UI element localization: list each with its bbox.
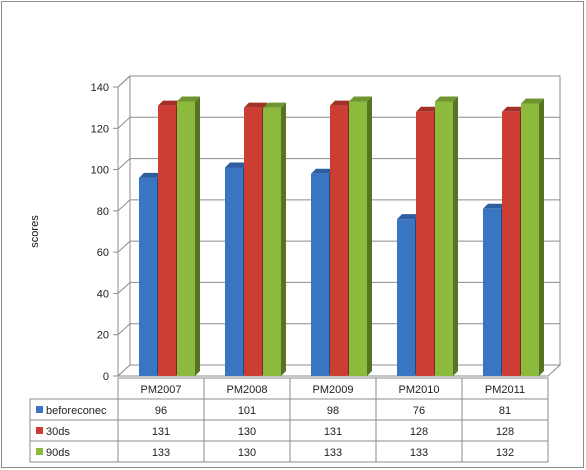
bar-front <box>225 167 243 376</box>
data-label: 98 <box>327 405 339 417</box>
y-tick-label: 140 <box>91 82 109 94</box>
bar <box>177 96 200 376</box>
data-label: 132 <box>496 447 514 459</box>
bar-top <box>483 203 506 209</box>
bar-top <box>311 168 334 174</box>
bar-side <box>367 96 372 376</box>
data-label: 130 <box>238 447 256 459</box>
legend-label: 30ds <box>46 426 70 438</box>
bar-front <box>244 107 262 377</box>
data-label: 133 <box>410 447 428 459</box>
x-category-label: PM2011 <box>485 384 525 396</box>
y-tick-label: 60 <box>97 247 109 259</box>
x-category-label: PM2009 <box>313 384 354 396</box>
bar-top <box>139 172 162 178</box>
data-label: 101 <box>238 405 256 417</box>
gridline <box>117 75 560 88</box>
bar-front <box>502 111 520 377</box>
legend-swatch <box>36 427 43 434</box>
bar-side <box>281 102 286 377</box>
data-label: 131 <box>324 426 342 438</box>
data-label: 128 <box>496 426 514 438</box>
table-body <box>29 398 549 463</box>
bar-top <box>225 162 248 168</box>
data-label: 131 <box>152 426 170 438</box>
bar-top <box>349 96 372 102</box>
bar-side <box>453 96 458 376</box>
bar-top <box>263 102 286 108</box>
y-tick-label: 20 <box>97 330 109 342</box>
data-label: 133 <box>324 447 342 459</box>
bar-front <box>349 101 367 376</box>
bar-front <box>521 103 539 376</box>
legend-label: beforeconec <box>46 405 107 417</box>
bar <box>435 96 458 376</box>
bar <box>521 98 544 376</box>
x-category-label: PM2008 <box>227 384 268 396</box>
legend-label: 90ds <box>46 447 70 459</box>
bar-front <box>263 107 281 377</box>
legend-swatch <box>36 448 43 455</box>
bar-top <box>521 98 544 104</box>
y-tick-label: 100 <box>91 165 109 177</box>
bar-front <box>397 219 415 376</box>
bar-top <box>397 214 420 220</box>
bar-top <box>502 106 525 112</box>
bar-front <box>330 105 348 376</box>
bar-front <box>177 101 195 376</box>
y-tick-label: 120 <box>91 123 109 135</box>
bar-top <box>330 100 353 106</box>
bar-front <box>483 208 501 376</box>
y-tick-label: 80 <box>97 206 109 218</box>
bar-front <box>416 111 434 377</box>
data-label: 96 <box>155 405 167 417</box>
bar-top <box>158 100 181 106</box>
y-tick-label: 40 <box>97 288 109 300</box>
bar-side <box>195 96 200 376</box>
x-category-label: PM2007 <box>141 384 182 396</box>
data-table: PM2007 PM2008 PM2009 PM2010 PM2011 beforecone… <box>29 377 549 463</box>
legend-swatch <box>36 406 43 413</box>
bar <box>349 96 372 376</box>
data-label: 128 <box>410 426 428 438</box>
bar-front <box>435 101 453 376</box>
bar-front <box>311 173 329 376</box>
data-label: 130 <box>238 426 256 438</box>
bar-top <box>435 96 458 102</box>
bar-side <box>539 98 544 376</box>
data-label: 133 <box>152 447 170 459</box>
bar-top <box>177 96 200 102</box>
bar-top <box>416 106 439 112</box>
y-tick-label: 0 <box>103 371 109 383</box>
data-label: 81 <box>499 405 511 417</box>
side-wall <box>117 74 131 378</box>
data-label: 76 <box>413 405 425 417</box>
y-axis-label: scores <box>29 215 41 248</box>
bar-top <box>244 102 267 108</box>
x-category-label: PM2010 <box>399 384 440 396</box>
bar-front <box>139 177 157 376</box>
bar <box>263 102 286 377</box>
bar-front <box>158 105 176 376</box>
